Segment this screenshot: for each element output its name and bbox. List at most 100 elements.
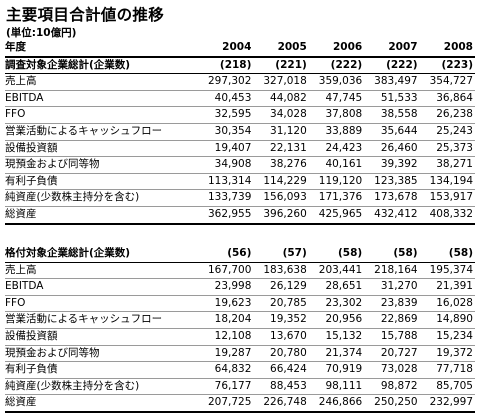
value-cell: 20,727 <box>364 345 420 363</box>
value-cell: 167,700 <box>198 262 254 280</box>
company-count: (221) <box>253 56 309 75</box>
rated-companies-table: 格付対象企業総計(企業数) (56) (57) (58) (58) (58) 売上高 167,… <box>5 246 475 413</box>
company-count: (222) <box>364 56 420 75</box>
value-cell: 226,748 <box>253 394 309 413</box>
row-label: 現預金および同等物 <box>5 345 199 363</box>
value-cell: 297,302 <box>198 73 254 91</box>
value-cell: 133,739 <box>198 189 254 207</box>
value-cell: 18,204 <box>198 311 254 329</box>
value-cell: 23,302 <box>308 295 365 313</box>
table-row: 純資産(少数株主持分を含む) 133,739 156,093 171,376 173,6… <box>5 189 475 207</box>
company-count: (223) <box>419 56 475 75</box>
value-cell: 16,028 <box>419 295 475 313</box>
value-cell: 20,956 <box>308 311 365 329</box>
value-cell: 88,453 <box>253 378 309 396</box>
row-label: 現預金および同等物 <box>5 156 199 174</box>
value-cell: 26,129 <box>253 278 309 296</box>
value-cell: 36,864 <box>419 90 475 108</box>
row-label: 有利子負債 <box>5 361 199 379</box>
table-row: 有利子負債 64,832 66,424 70,919 73,028 77,718 <box>5 361 475 379</box>
year-header: 2004 <box>198 40 254 58</box>
row-label: 設備投資額 <box>5 140 199 158</box>
value-cell: 218,164 <box>364 262 420 280</box>
row-label: 有利子負債 <box>5 173 199 191</box>
table-row: EBITDA 23,998 26,129 28,651 31,270 21,391 <box>5 278 475 296</box>
table-row: 売上高 297,302 327,018 359,036 383,497 354,727 <box>5 73 475 91</box>
year-header: 2006 <box>308 40 365 58</box>
value-cell: 31,270 <box>364 278 420 296</box>
row-label: 設備投資額 <box>5 328 199 346</box>
value-cell: 70,919 <box>308 361 365 379</box>
value-cell: 23,998 <box>198 278 254 296</box>
value-cell: 26,460 <box>364 140 420 158</box>
value-cell: 98,872 <box>364 378 420 396</box>
value-cell: 327,018 <box>253 73 309 91</box>
table-row: 総資産 207,725 226,748 246,866 250,250 232,997 <box>5 394 475 413</box>
section-header-row: 格付対象企業総計(企業数) (56) (57) (58) (58) (58) <box>5 246 475 263</box>
table-row: 売上高 167,700 183,638 203,441 218,164 195,374 <box>5 262 475 280</box>
section-title: 格付対象企業総計(企業数) <box>5 246 199 263</box>
value-cell: 250,250 <box>364 394 420 413</box>
value-cell: 23,839 <box>364 295 420 313</box>
value-cell: 35,644 <box>364 123 420 141</box>
value-cell: 34,908 <box>198 156 254 174</box>
value-cell: 19,352 <box>253 311 309 329</box>
value-cell: 173,678 <box>364 189 420 207</box>
value-cell: 134,194 <box>419 173 475 191</box>
value-cell: 354,727 <box>419 73 475 91</box>
value-cell: 15,132 <box>308 328 365 346</box>
value-cell: 37,808 <box>308 106 365 124</box>
year-header: 2005 <box>253 40 309 58</box>
fiscal-year-label: 年度 <box>5 40 199 58</box>
value-cell: 408,332 <box>419 206 475 225</box>
company-count: (218) <box>198 56 254 75</box>
value-cell: 47,745 <box>308 90 365 108</box>
value-cell: 246,866 <box>308 394 365 413</box>
row-label: 純資産(少数株主持分を含む) <box>5 378 199 396</box>
value-cell: 15,234 <box>419 328 475 346</box>
value-cell: 383,497 <box>364 73 420 91</box>
value-cell: 15,788 <box>364 328 420 346</box>
value-cell: 38,276 <box>253 156 309 174</box>
value-cell: 21,391 <box>419 278 475 296</box>
value-cell: 34,028 <box>253 106 309 124</box>
value-cell: 425,965 <box>308 206 365 225</box>
row-label: 営業活動によるキャッシュフロー <box>5 123 199 141</box>
table-row: 総資産 362,955 396,260 425,965 432,412 408,332 <box>5 206 475 225</box>
value-cell: 20,785 <box>253 295 309 313</box>
value-cell: 156,093 <box>253 189 309 207</box>
row-label: 純資産(少数株主持分を含む) <box>5 189 199 207</box>
value-cell: 39,392 <box>364 156 420 174</box>
table-row: 現預金および同等物 19,287 20,780 21,374 20,727 19,372 <box>5 345 475 363</box>
year-header: 2008 <box>419 40 475 58</box>
table-row: EBITDA 40,453 44,082 47,745 51,533 36,864 <box>5 90 475 108</box>
value-cell: 73,028 <box>364 361 420 379</box>
table-row: FFO 19,623 20,785 23,302 23,839 16,028 <box>5 295 475 313</box>
value-cell: 40,161 <box>308 156 365 174</box>
value-cell: 171,376 <box>308 189 365 207</box>
row-label: EBITDA <box>5 90 199 108</box>
table-row: 営業活動によるキャッシュフロー 18,204 19,352 20,956 22,869 1… <box>5 311 475 329</box>
row-label: FFO <box>5 295 199 313</box>
table-row: 有利子負債 113,314 114,229 119,120 123,385 134,194 <box>5 173 475 191</box>
row-label: 売上高 <box>5 73 199 91</box>
value-cell: 119,120 <box>308 173 365 191</box>
year-header-row: 年度 2004 2005 2006 2007 2008 <box>5 40 475 58</box>
row-label: FFO <box>5 106 199 124</box>
row-label: 総資産 <box>5 206 199 225</box>
value-cell: 432,412 <box>364 206 420 225</box>
value-cell: 20,780 <box>253 345 309 363</box>
value-cell: 183,638 <box>253 262 309 280</box>
value-cell: 203,441 <box>308 262 365 280</box>
value-cell: 30,354 <box>198 123 254 141</box>
value-cell: 85,705 <box>419 378 475 396</box>
value-cell: 113,314 <box>198 173 254 191</box>
company-count: (58) <box>419 246 475 263</box>
value-cell: 19,287 <box>198 345 254 363</box>
value-cell: 22,131 <box>253 140 309 158</box>
row-label: EBITDA <box>5 278 199 296</box>
value-cell: 14,890 <box>419 311 475 329</box>
value-cell: 31,120 <box>253 123 309 141</box>
value-cell: 25,373 <box>419 140 475 158</box>
value-cell: 232,997 <box>419 394 475 413</box>
